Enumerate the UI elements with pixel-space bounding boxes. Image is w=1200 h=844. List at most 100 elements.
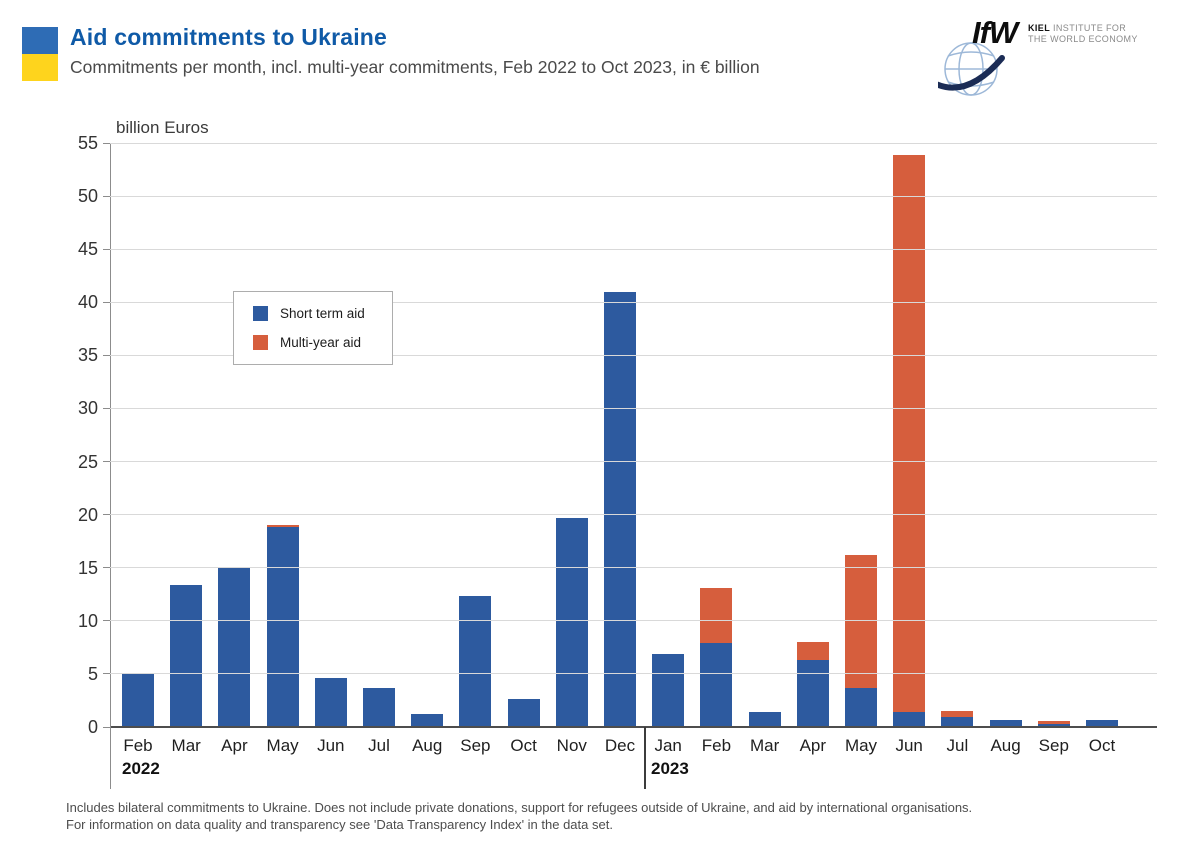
bar-feb-short-term bbox=[700, 643, 733, 727]
bar-jun-multi-year bbox=[893, 154, 926, 713]
bar-may-short-term bbox=[266, 527, 299, 727]
bar-oct-short-term bbox=[507, 699, 540, 727]
gridline-50 bbox=[110, 195, 1157, 197]
flag-blue-half bbox=[22, 27, 58, 54]
logo-ifw-text: IfW bbox=[972, 15, 1018, 50]
logo-institute-text: KIEL INSTITUTE FOR THE WORLD ECONOMY bbox=[1028, 23, 1138, 45]
bar-jul-multi-year bbox=[941, 711, 974, 718]
gridline-30 bbox=[110, 407, 1157, 409]
year-label-2023: 2023 bbox=[651, 759, 689, 778]
y-tick-50 bbox=[103, 195, 110, 197]
y-tick-label-45: 45 bbox=[77, 239, 98, 260]
bar-mar-short-term bbox=[170, 584, 203, 727]
logo-world-economy: THE WORLD ECONOMY bbox=[1028, 34, 1138, 44]
x-tick-label-jan-11: Jan bbox=[654, 736, 682, 755]
bar-aug-short-term bbox=[989, 719, 1022, 727]
bar-nov-short-term bbox=[555, 517, 588, 727]
y-tick-label-0: 0 bbox=[87, 717, 98, 737]
y-tick-10 bbox=[103, 620, 110, 622]
page-title: Aid commitments to Ukraine bbox=[70, 24, 388, 50]
x-tick-label-jun-4: Jun bbox=[317, 736, 345, 755]
y-tick-55 bbox=[103, 142, 110, 144]
footnote: Includes bilateral commitments to Ukrain… bbox=[66, 799, 972, 833]
bar-may-multi-year bbox=[845, 554, 877, 688]
bar-jul-short-term bbox=[941, 717, 974, 727]
y-axis-title: billion Euros bbox=[116, 118, 209, 137]
y-axis-line bbox=[110, 143, 111, 789]
y-tick-0 bbox=[103, 726, 110, 728]
x-tick-label-mar-13: Mar bbox=[749, 736, 780, 755]
bar-apr-short-term bbox=[218, 567, 251, 727]
legend-label-multi-year-aid: Multi-year aid bbox=[280, 335, 362, 350]
logo-institute-for: INSTITUTE FOR bbox=[1050, 23, 1127, 33]
bar-mar-short-term bbox=[748, 712, 781, 727]
kiel-institute-logo: IfW KIEL INSTITUTE FOR THE WORLD ECONOMY bbox=[920, 12, 1150, 97]
footnote-line-1: Includes bilateral commitments to Ukrain… bbox=[66, 800, 973, 815]
gridline-35 bbox=[110, 354, 1157, 356]
y-tick-label-15: 15 bbox=[77, 557, 98, 578]
x-tick-label-apr-2: Apr bbox=[221, 736, 248, 755]
logo-kiel: KIEL bbox=[1028, 23, 1051, 33]
legend-swatch-multi-year-aid bbox=[253, 335, 268, 350]
x-tick-label-feb-0: Feb bbox=[123, 736, 153, 755]
gridline-15 bbox=[110, 567, 1157, 569]
x-tick-label-oct-8: Oct bbox=[510, 736, 537, 755]
bar-feb-multi-year bbox=[700, 587, 733, 644]
y-tick-15 bbox=[103, 567, 110, 569]
year-separator-line bbox=[644, 727, 646, 789]
legend-row-multi-year: Multi-year aid bbox=[253, 335, 392, 350]
y-tick-label-35: 35 bbox=[77, 345, 98, 366]
legend-label-short-term-aid: Short term aid bbox=[280, 306, 365, 321]
gridline-25 bbox=[110, 461, 1157, 463]
legend-row-short-term: Short term aid bbox=[253, 306, 392, 321]
x-tick-label-dec-10: Dec bbox=[604, 736, 636, 755]
y-tick-label-30: 30 bbox=[77, 398, 98, 419]
x-tick-label-apr-14: Apr bbox=[799, 736, 827, 755]
bar-apr-multi-year bbox=[796, 642, 829, 661]
gridline-10 bbox=[110, 620, 1157, 622]
y-tick-label-50: 50 bbox=[77, 186, 98, 207]
bar-may-short-term bbox=[845, 687, 877, 727]
bar-sep-multi-year bbox=[1037, 720, 1070, 724]
x-tick-label-mar-1: Mar bbox=[171, 736, 201, 755]
x-tick-label-jul-5: Jul bbox=[368, 736, 390, 755]
x-tick-label-aug-6: Aug bbox=[412, 736, 443, 755]
x-tick-label-oct-20: Oct bbox=[1088, 736, 1116, 755]
footnote-line-2: For information on data quality and tran… bbox=[66, 817, 613, 832]
bar-may-multi-year bbox=[266, 525, 299, 528]
bar-sep-short-term bbox=[1037, 723, 1070, 727]
gridline-5 bbox=[110, 673, 1157, 675]
gridline-40 bbox=[110, 301, 1157, 303]
y-tick-30 bbox=[103, 407, 110, 409]
bar-jul-short-term bbox=[363, 687, 395, 727]
x-tick-label-sep-7: Sep bbox=[460, 736, 491, 755]
bar-jun-short-term bbox=[314, 678, 347, 727]
y-tick-label-40: 40 bbox=[77, 292, 98, 313]
year-label-2022: 2022 bbox=[122, 759, 160, 778]
gridline-55 bbox=[110, 142, 1157, 144]
gridline-20 bbox=[110, 514, 1157, 516]
y-tick-label-20: 20 bbox=[77, 504, 98, 525]
y-tick-45 bbox=[103, 248, 110, 250]
page-subtitle: Commitments per month, incl. multi-year … bbox=[70, 57, 760, 77]
y-tick-label-25: 25 bbox=[77, 451, 98, 472]
x-tick-label-jun-16: Jun bbox=[895, 736, 923, 755]
bar-dec-short-term bbox=[604, 291, 636, 727]
gridline-45 bbox=[110, 248, 1157, 250]
y-tick-label-55: 55 bbox=[77, 133, 98, 153]
bar-jan-short-term bbox=[652, 653, 685, 727]
y-tick-20 bbox=[103, 514, 110, 516]
x-tick-label-may-15: May bbox=[844, 736, 878, 755]
bar-feb-short-term bbox=[122, 672, 154, 727]
y-tick-40 bbox=[103, 301, 110, 303]
x-tick-label-may-3: May bbox=[266, 736, 299, 755]
y-tick-label-10: 10 bbox=[77, 610, 98, 631]
x-tick-label-aug-18: Aug bbox=[990, 736, 1021, 755]
y-tick-5 bbox=[103, 673, 110, 675]
legend-swatch-short-term-aid bbox=[253, 306, 268, 321]
x-tick-label-nov-9: Nov bbox=[556, 736, 587, 755]
bar-sep-short-term bbox=[459, 596, 492, 727]
x-tick-label-jul-17: Jul bbox=[946, 736, 969, 755]
